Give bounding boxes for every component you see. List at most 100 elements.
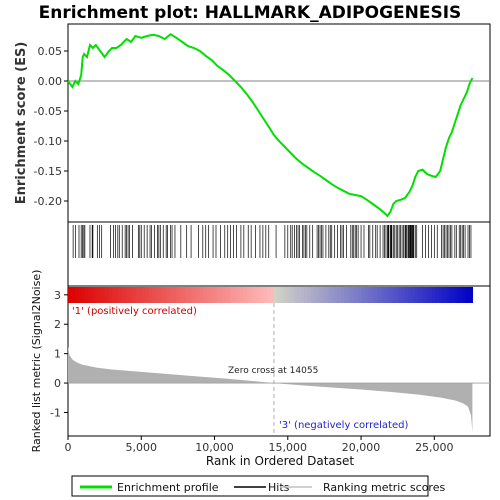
rank-gradient-cell [381,287,386,303]
rank-gradient-cell [438,287,443,303]
rank-gradient-cell [229,287,234,303]
rank-gradient-cell [367,287,372,303]
metric-y-axis-label: Ranked list metric (Signal2Noise) [30,270,43,453]
rank-gradient-cell [421,287,426,303]
rank-gradient-cell [68,287,72,303]
rank-gradient-cell [415,287,420,303]
rank-gradient-cell [155,287,160,303]
rank-gradient-cell [330,287,335,303]
x-tick-label: 0 [65,441,72,454]
rank-gradient-cell [199,287,204,303]
rank-gradient-cell [310,287,315,303]
x-axis-label: Rank in Ordered Dataset [206,454,354,468]
metric-y-tick-label: 1 [54,348,61,361]
rank-gradient-cell [442,287,447,303]
rank-gradient-cell [223,287,227,303]
rank-gradient-cell [196,287,201,303]
rank-gradient-cell [233,287,238,303]
rank-gradient-cell [435,287,440,303]
rank-gradient-cell [192,287,197,303]
rank-gradient-cell [162,287,167,303]
metric-y-tick-label: 3 [54,289,61,302]
rank-gradient-cell [74,287,79,303]
rank-gradient-cell [293,287,298,303]
rank-gradient-cell [324,287,329,303]
rank-gradient-cell [314,287,318,303]
rank-gradient-cell [121,287,126,303]
rank-gradient-cell [445,287,450,303]
metric-y-tick-label: 2 [54,318,61,331]
rank-gradient-cell [273,287,278,303]
rank-gradient-cell [334,287,339,303]
rank-gradient-cell [71,287,76,303]
rank-gradient-cell [300,287,305,303]
positive-correlation-label: '1' (positively correlated) [72,306,197,317]
rank-gradient-cell [165,287,170,303]
rank-gradient-cell [280,287,285,303]
rank-gradient-cell [216,287,221,303]
rank-gradient-cell [253,287,258,303]
rank-gradient-cell [91,287,96,303]
x-tick-label: 15,000 [269,441,308,454]
rank-gradient-cell [303,287,308,303]
es-layer [67,32,490,218]
rank-gradient-cell [283,287,288,303]
rank-gradient-cell [378,287,383,303]
rank-gradient-cell [226,287,231,303]
rank-gradient-cell [405,287,409,303]
axis-layer: 0.05 0.00 -0.05 -0.10 -0.15 -0.20 3 2 1 0 -1 0 5,000… [34,45,454,454]
rank-gradient-cell [401,287,406,303]
rank-gradient-cell [158,287,163,303]
rank-gradient-cell [145,287,150,303]
es-y-axis-label: Enrichment score (ES) [14,42,29,205]
rank-gradient-cell [340,287,345,303]
rank-gradient-cell [206,287,211,303]
rank-gradient-cell [354,287,359,303]
rank-gradient-cell [344,287,349,303]
x-tick-label: 10,000 [195,441,234,454]
rank-gradient-cell [371,287,376,303]
legend-label-hits: Hits [268,481,290,494]
x-tick-label: 5,000 [126,441,158,454]
rank-gradient-cell [108,287,113,303]
rank-gradient-cell [94,287,99,303]
es-y-tick-label: 0.05 [38,45,63,58]
metric-panel [67,285,491,437]
rank-gradient-cell [357,287,362,303]
rank-gradient-cell [287,287,292,303]
rank-gradient-cell [364,287,369,303]
rank-gradient-cell [175,287,180,303]
rank-gradient-cell [125,287,130,303]
rank-gradient-cell [246,287,251,303]
rank-gradient-cell [408,287,413,303]
rank-gradient-cell [209,287,214,303]
rank-gradient-cell [249,287,254,303]
rank-gradient-cell [465,287,470,303]
rank-gradient-cell [81,287,86,303]
rank-gradient-cell [172,287,177,303]
rank-gradient-cell [236,287,241,303]
rank-gradient-cell [263,287,268,303]
rank-gradient-cell [458,287,463,303]
hits-layer [72,225,472,258]
rank-gradient-cell [243,287,248,303]
rank-gradient-cell [189,287,194,303]
rank-gradient-cell [297,287,302,303]
rank-gradient-cell [351,287,356,303]
rank-gradient-cell [118,287,123,303]
legend-label-metric: Ranking metric scores [323,481,445,494]
es-y-tick-label: 0.00 [38,75,63,88]
es-y-tick-label: -0.15 [34,165,62,178]
es-y-tick-label: -0.05 [34,105,62,118]
rank-gradient-cell [398,287,403,303]
rank-gradient-cell [78,287,83,303]
metric-layer [68,303,490,436]
rank-gradient-cell [128,287,133,303]
es-y-tick-label: -0.20 [34,195,62,208]
rank-gradient-cell [98,287,103,303]
rank-gradient-cell [260,287,265,303]
zero-cross-label: Zero cross at 14055 [228,366,318,376]
negative-correlation-label: '3' (negatively correlated) [279,420,408,431]
rank-gradient [68,287,474,303]
